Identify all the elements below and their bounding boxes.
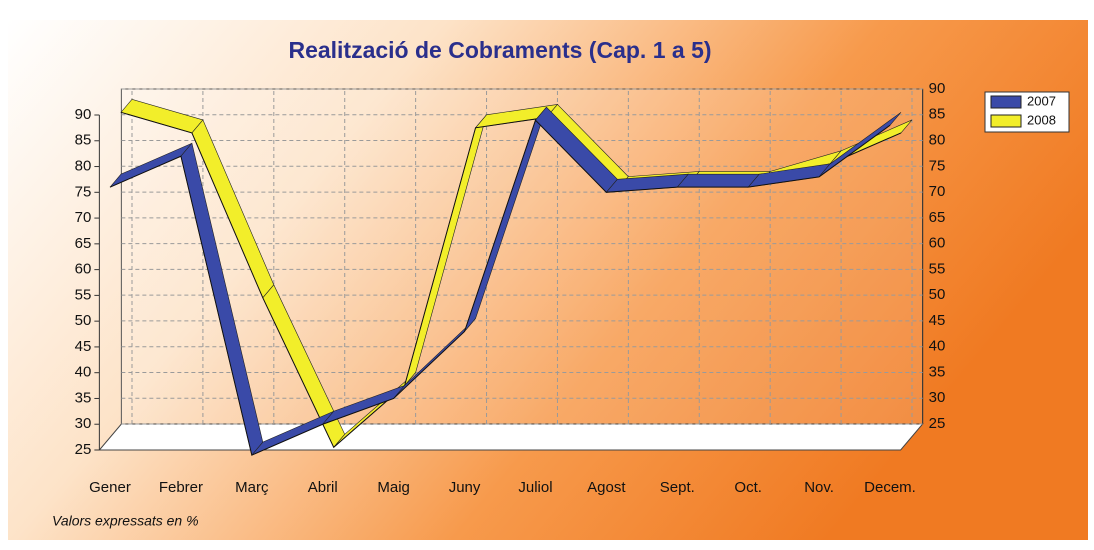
y-tick-label: 90: [75, 106, 92, 123]
x-tick-label: Decem.: [864, 479, 916, 496]
legend-label: 2008: [1027, 112, 1056, 127]
x-tick-label: Oct.: [734, 479, 762, 496]
x-tick-label: Sept.: [660, 479, 695, 496]
y2-tick-label: 35: [929, 363, 946, 380]
x-tick-label: Febrer: [159, 479, 203, 496]
x-tick-label: Abril: [308, 479, 338, 496]
floor: [98, 423, 924, 451]
x-tick-label: Juliol: [518, 479, 552, 496]
series-2007: [109, 106, 902, 456]
y2-tick-label: 65: [929, 209, 946, 226]
y-tick-label: 50: [75, 312, 92, 329]
y2-tick-label: 70: [929, 183, 946, 200]
ribbon-segment: [676, 173, 760, 188]
y2-tick-label: 40: [929, 338, 946, 355]
footnote: Valors expressats en %: [52, 513, 199, 529]
legend-swatch: [990, 95, 1022, 109]
x-tick-label: Nov.: [804, 479, 834, 496]
y2-tick-label: 60: [929, 235, 946, 252]
legend-label: 2007: [1027, 93, 1056, 108]
x-tick-label: Març: [235, 479, 269, 496]
x-tick-label: Juny: [449, 479, 481, 496]
y-tick-label: 75: [75, 183, 92, 200]
y-tick-label: 65: [75, 235, 92, 252]
y-tick-label: 70: [75, 209, 92, 226]
y2-tick-label: 75: [929, 157, 946, 174]
y2-tick-label: 85: [929, 106, 946, 123]
y-tick-label: 55: [75, 286, 92, 303]
x-tick-label: Gener: [89, 479, 131, 496]
x-tick-label: Maig: [377, 479, 410, 496]
series-line: [109, 119, 891, 456]
x-tick-label: Agost: [587, 479, 626, 496]
y2-tick-label: 25: [929, 415, 946, 432]
y-tick-label: 25: [75, 441, 92, 458]
y2-tick-label: 30: [929, 389, 946, 406]
y-tick-label: 60: [75, 261, 92, 278]
y2-tick-label: 45: [929, 312, 946, 329]
chart-title: Realització de Cobraments (Cap. 1 a 5): [288, 37, 711, 63]
y2-tick-label: 50: [929, 286, 946, 303]
y-tick-label: 80: [75, 158, 92, 175]
y2-tick-label: 55: [929, 260, 946, 277]
y2-tick-label: 90: [929, 80, 946, 97]
y-tick-label: 40: [75, 364, 92, 381]
legend-swatch: [990, 114, 1022, 128]
y-tick-label: 30: [75, 415, 92, 432]
y-tick-label: 85: [75, 132, 92, 149]
y2-tick-label: 80: [929, 132, 946, 149]
y-tick-label: 35: [75, 389, 92, 406]
y-tick-label: 45: [75, 338, 92, 355]
